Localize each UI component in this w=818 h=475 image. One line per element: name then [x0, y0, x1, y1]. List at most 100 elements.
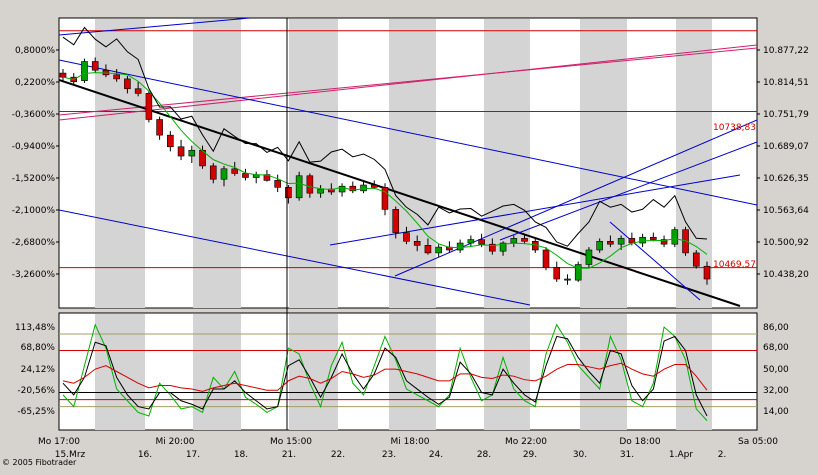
candle-body — [542, 249, 550, 268]
candle-body — [81, 61, 88, 81]
osc-left-tick-label: -20,56% — [17, 386, 55, 396]
candle-body — [91, 61, 99, 71]
x-axis-date-label: 16. — [138, 450, 152, 460]
day-band — [95, 19, 145, 308]
candle-body — [424, 245, 432, 254]
copyright-text: © 2005 Fibotrader — [2, 458, 77, 467]
x-axis-date-label: 17. — [186, 450, 200, 460]
candle-body — [628, 238, 636, 244]
candle-body — [499, 242, 507, 252]
x-axis-date-label: 21. — [282, 450, 296, 460]
candle-body — [671, 229, 679, 245]
price-right-tick-label: 10.751,79 — [763, 110, 809, 120]
candle-body — [167, 134, 174, 148]
x-axis-date-label: 22. — [331, 450, 345, 460]
osc-left-tick-label: -65,25% — [17, 407, 55, 417]
candle-body — [553, 267, 561, 280]
candle-body — [403, 232, 410, 242]
moving-average-line — [62, 72, 708, 269]
day-band — [389, 19, 436, 308]
candle-body — [607, 241, 614, 245]
trendline — [59, 44, 757, 121]
axis-layer: 0,8000% 0,2200% -0,3600% -0,9400% -1,5200% -2… — [12, 46, 809, 460]
trendline — [499, 141, 757, 241]
x-axis-time-label: Sa 05:00 — [738, 437, 778, 447]
price-left-tick-label: -1,5200% — [12, 174, 56, 184]
candle-body — [682, 229, 689, 254]
price-left-tick-label: -3,2600% — [12, 270, 56, 280]
candle-body — [639, 236, 646, 244]
candle-body — [285, 187, 292, 199]
oscillator-series-line — [62, 323, 708, 421]
candle-body — [156, 119, 163, 136]
trendline — [59, 47, 757, 116]
price-label-upper: 10738,83 — [713, 123, 756, 133]
candle-body — [317, 188, 324, 194]
price-right-tick-label: 10.438,20 — [763, 270, 809, 280]
candle-body — [585, 249, 593, 265]
candle-body — [521, 238, 528, 242]
trendline — [59, 18, 251, 36]
candle-body — [188, 149, 196, 157]
trendline — [329, 174, 741, 246]
x-axis-date-label: 28. — [477, 450, 491, 460]
day-bands — [95, 19, 712, 430]
price-left-tick-label: -0,9400% — [12, 142, 56, 152]
price-left-tick-label: 0,8000% — [15, 46, 55, 56]
x-axis-time-label: Mi 20:00 — [155, 437, 194, 447]
candle-body — [145, 93, 153, 120]
x-axis-date-label: 18. — [234, 450, 248, 460]
candle-body — [467, 239, 475, 244]
day-band — [676, 314, 712, 430]
osc-right-tick-label: 14,00 — [763, 407, 789, 417]
price-left-tick-label: -2,6800% — [12, 238, 56, 248]
candle-body — [596, 241, 603, 251]
day-band — [95, 314, 145, 430]
oscillator-series-line — [62, 335, 708, 417]
candle-body — [370, 184, 378, 188]
price-label-lower: 10469,57 — [713, 260, 756, 270]
candle-body — [220, 168, 228, 180]
x-axis-date-label: 15.Mrz — [55, 450, 86, 460]
price-left-tick-label: -2,1000% — [12, 206, 56, 216]
oscillator-layer — [59, 323, 757, 421]
price-right-tick-label: 10.814,51 — [763, 78, 809, 88]
price-layer — [59, 18, 757, 307]
x-axis-date-label: 23. — [382, 450, 396, 460]
x-axis-date-label: 29. — [523, 450, 537, 460]
day-band — [389, 314, 436, 430]
price-right-tick-label: 10.563,64 — [763, 206, 809, 216]
candle-body — [413, 241, 421, 246]
candle-body — [692, 252, 700, 267]
candle-body — [306, 175, 314, 194]
candle-body — [231, 168, 239, 174]
osc-right-tick-label: 50,00 — [763, 365, 789, 375]
x-axis-date-label: 24. — [429, 450, 443, 460]
trendline — [59, 59, 757, 206]
candle-body — [510, 238, 518, 244]
trendline — [394, 119, 757, 277]
price-left-tick-label: -0,3600% — [12, 110, 56, 120]
candle-body — [478, 239, 485, 245]
x-axis-date-label: 31. — [620, 450, 634, 460]
trendline — [59, 209, 531, 306]
price-right-tick-label: 10.689,07 — [763, 142, 809, 152]
x-axis-time-label: Mi 18:00 — [390, 437, 429, 447]
price-right-tick-label: 10.626,35 — [763, 174, 809, 184]
x-axis-date-label: 30. — [573, 450, 587, 460]
candle-body — [274, 180, 281, 188]
candle-body — [392, 209, 400, 233]
candle-body — [349, 185, 357, 192]
x-axis-date-label: 2. — [718, 450, 727, 460]
day-band — [484, 19, 530, 308]
x-axis-time-label: Mo 22:00 — [505, 437, 547, 447]
x-axis-time-label: Mo 15:00 — [270, 437, 312, 447]
osc-right-tick-label: 32,00 — [763, 386, 789, 396]
x-axis-time-label: Mo 17:00 — [38, 437, 80, 447]
x-axis-date-label: 1.Apr — [669, 450, 693, 460]
candle-body — [134, 88, 142, 94]
day-band — [484, 314, 530, 430]
envelope-line — [62, 26, 708, 247]
candle-body — [703, 265, 711, 280]
